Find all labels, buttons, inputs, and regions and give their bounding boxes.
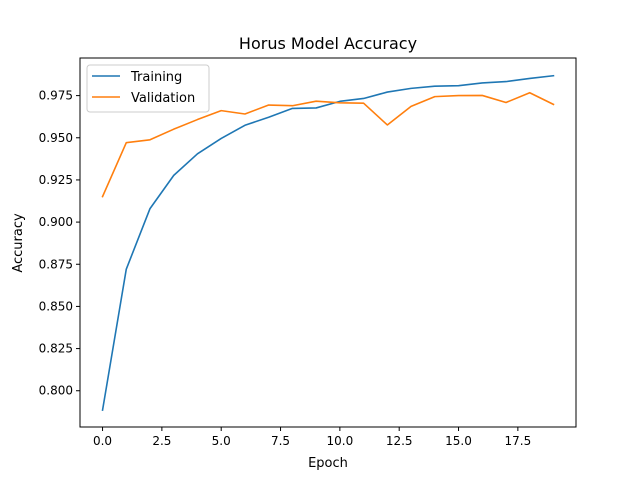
training-data-point [173, 174, 175, 176]
y-tick-label: 0.850 [39, 299, 73, 313]
y-tick-label: 0.800 [39, 384, 73, 398]
validation-data-point [173, 128, 175, 130]
validation-data-point [244, 113, 246, 115]
validation-data-point [386, 124, 388, 126]
training-data-point [505, 80, 507, 82]
validation-data-point [434, 95, 436, 97]
validation-data-point [267, 104, 269, 106]
training-data-point [434, 85, 436, 87]
legend: Training Validation [86, 64, 210, 113]
x-tick-label: 10.0 [327, 434, 354, 448]
validation-data-point [149, 139, 151, 141]
chart-title: Horus Model Accuracy [239, 34, 417, 53]
validation-data-point [315, 100, 317, 102]
validation-data-point [505, 101, 507, 103]
training-data-point [196, 153, 198, 155]
y-tick-label: 0.975 [39, 89, 73, 103]
training-data-point [457, 84, 459, 86]
validation-legend-label: Validation [131, 91, 195, 106]
training-data-point [291, 107, 293, 109]
training-data-point [149, 207, 151, 209]
validation-data-point [410, 105, 412, 107]
training-data-point [410, 87, 412, 89]
training-data-point [386, 91, 388, 93]
y-axis-ticks: 0.800 0.825 0.850 0.875 0.900 0.925 0.950 0.975 [39, 89, 80, 398]
validation-data-point [101, 195, 103, 197]
validation-data-point [457, 94, 459, 96]
validation-data-point [196, 118, 198, 120]
validation-data-point [362, 102, 364, 104]
validation-data-point [481, 94, 483, 96]
training-series-line [101, 74, 555, 412]
training-legend-label: Training [130, 70, 182, 85]
plot-frame [79, 57, 577, 428]
x-tick-label: 12.5 [386, 434, 413, 448]
x-tick-label: 15.0 [445, 434, 472, 448]
training-data-point [315, 107, 317, 109]
x-tick-label: 2.5 [152, 434, 171, 448]
y-tick-label: 0.875 [39, 257, 73, 271]
plot-area: 0.0 2.5 5.0 7.5 10.0 12.5 15.0 17.5 0.8000.8250… [39, 57, 577, 448]
x-axis-ticks: 0.0 2.5 5.0 7.5 10.0 12.5 15.0 17.5 [93, 427, 531, 448]
y-tick-label: 0.950 [39, 131, 73, 145]
y-axis-label: Accuracy [11, 213, 26, 273]
training-data-point [552, 75, 554, 77]
x-tick-label: 7.5 [271, 434, 290, 448]
validation-data-point [125, 141, 127, 143]
y-tick-label: 0.925 [39, 173, 73, 187]
y-tick-label: 0.825 [39, 342, 73, 356]
x-tick-label: 17.5 [504, 434, 531, 448]
training-data-point [244, 124, 246, 126]
training-data-point [101, 409, 103, 411]
training-data-point [362, 97, 364, 99]
training-data-point [220, 137, 222, 139]
training-data-point [481, 82, 483, 84]
y-tick-label: 0.900 [39, 215, 73, 229]
x-axis-label: Epoch [308, 456, 348, 471]
training-data-point [529, 77, 531, 79]
training-data-point [125, 268, 127, 270]
validation-series-line [101, 91, 555, 198]
validation-data-point [220, 109, 222, 111]
training-data-point [267, 116, 269, 118]
x-tick-label: 0.0 [93, 434, 112, 448]
validation-data-point [529, 92, 531, 94]
validation-data-point [291, 105, 293, 107]
x-tick-label: 5.0 [212, 434, 231, 448]
series-layer [101, 74, 555, 412]
validation-data-point [552, 103, 554, 105]
validation-data-point [339, 102, 341, 104]
